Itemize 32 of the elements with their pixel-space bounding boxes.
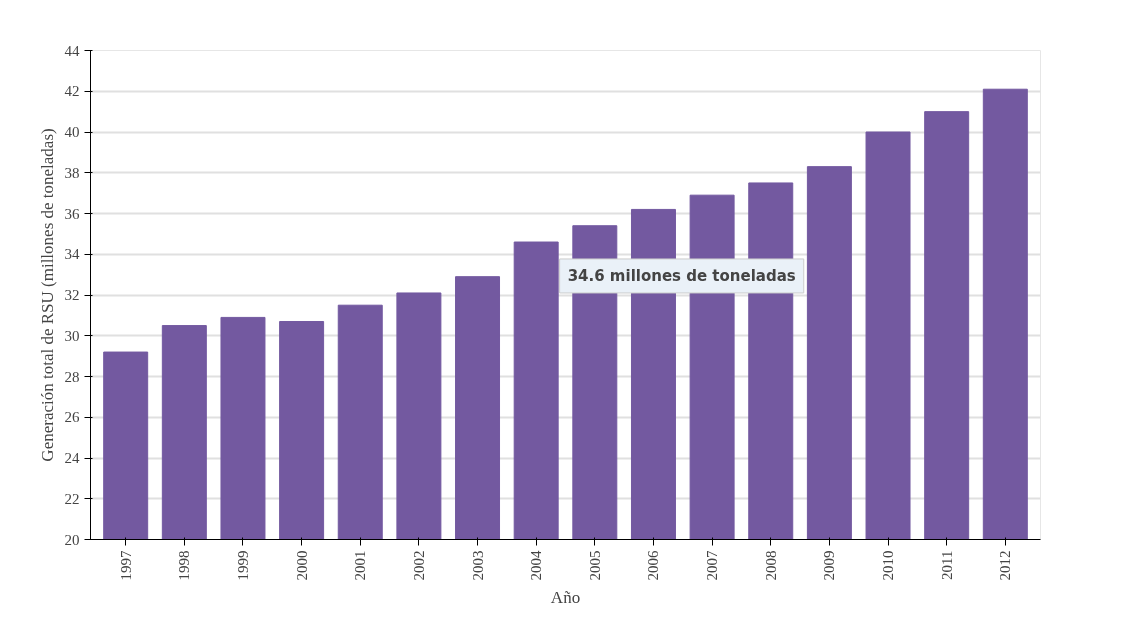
y-tick-label: 42 (64, 83, 80, 100)
y-tick-label: 24 (64, 450, 80, 466)
x-tick-label: 2007 (704, 550, 721, 581)
x-tick-label: 1998 (176, 550, 193, 581)
x-tick-label: 1999 (234, 550, 251, 581)
y-tick-label: 40 (64, 124, 80, 140)
x-tick-label: 2002 (410, 550, 427, 581)
x-tick-label: 2006 (645, 550, 662, 581)
y-tick-label: 20 (64, 531, 80, 548)
y-tick-label: 22 (64, 490, 80, 507)
x-tick-label: 2003 (469, 550, 486, 581)
x-tick-label: 2004 (528, 550, 545, 581)
y-tick-label: 36 (64, 205, 80, 222)
y-axis-title: Generación total de RSU (millones de toneladas) (37, 128, 57, 462)
x-tick-label: 2005 (586, 550, 603, 581)
x-tick-label: 1997 (117, 550, 134, 581)
x-tick-label: 2001 (352, 550, 369, 581)
y-tick-label: 26 (64, 409, 80, 426)
x-tick-label: 2009 (821, 550, 838, 581)
y-tick-label: 38 (64, 164, 80, 181)
x-tick-label: 2012 (997, 550, 1014, 581)
y-tick-label: 34 (64, 246, 80, 263)
y-tick-label: 28 (64, 368, 80, 385)
annotation: 34.6 millones de toneladas (567, 266, 796, 285)
y-tick-label: 30 (64, 327, 80, 344)
x-tick-label: 2000 (293, 550, 310, 581)
y-tick-label: 32 (64, 287, 80, 303)
x-axis-title: Año (550, 588, 581, 608)
x-tick-label: 2008 (762, 550, 779, 581)
x-tick-label: 2011 (938, 550, 955, 580)
y-tick-label: 44 (64, 42, 80, 59)
x-tick-label: 2010 (880, 550, 897, 581)
